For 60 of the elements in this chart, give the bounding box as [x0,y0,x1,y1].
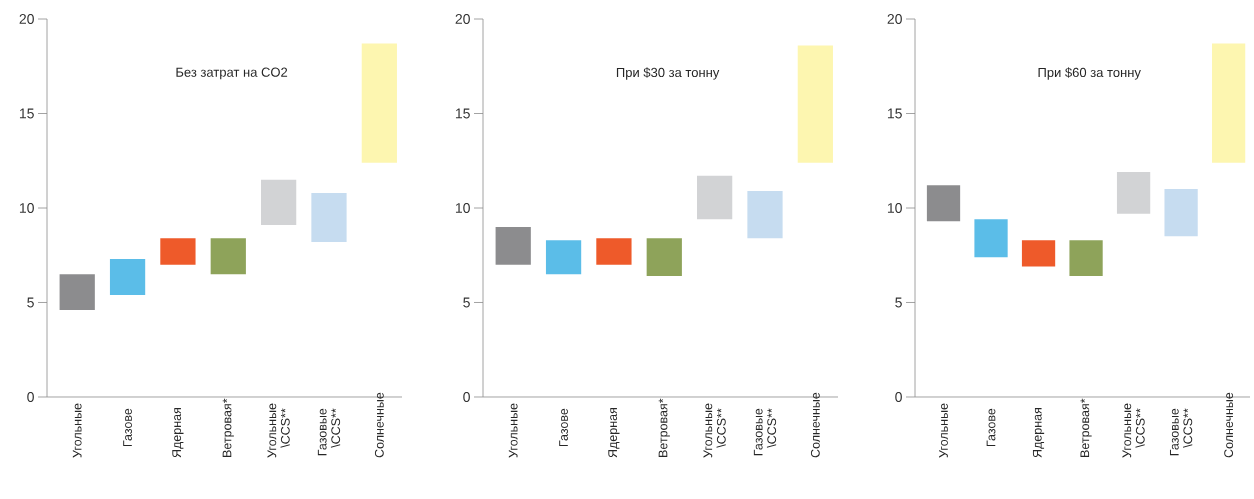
bar [210,238,246,275]
y-tick-label: 0 [895,392,902,402]
y-tick-label: 15 [455,108,470,119]
x-tick-label: Ветровая* [222,398,234,457]
bar [747,190,783,239]
y-tick-label: 10 [19,203,34,213]
bar [311,192,347,243]
bar [1211,43,1246,163]
x-tick-label: Газовые \CCS** [1169,408,1193,456]
y-tick-label: 15 [887,108,902,119]
bar [495,226,531,265]
x-tick-label: Угольные [939,403,948,458]
x-tick-label: Солнечные [1224,392,1234,458]
text: При $30 за тонну [616,67,720,80]
x-tick-label: Газове [986,408,996,447]
bar [1164,189,1198,237]
bar [926,185,961,222]
y-tick-label: 20 [455,14,470,24]
y-tick-label: 10 [455,203,470,213]
y-tick-label: 5 [463,297,470,308]
x-tick-label: Ветровая* [1080,398,1092,457]
x-tick-label: Солнечные [374,392,384,458]
bar [109,259,146,295]
bar [261,179,297,226]
y-tick-label: 0 [27,392,34,402]
bar [797,45,833,163]
x-tick-label: Газове [559,408,568,447]
x-tick-label: Угольные \CCS** [703,403,726,458]
bar [59,274,95,311]
y-tick-label: 10 [887,203,902,213]
y-tick-label: 5 [895,297,902,308]
bar [1069,240,1103,277]
x-tick-label: Ветровая* [658,398,670,457]
text: При $60 за тонну [1038,67,1141,80]
bar [361,43,397,163]
bar [545,240,582,275]
bar [1021,240,1056,267]
bar [160,238,196,265]
y-tick-label: 0 [463,392,470,402]
x-tick-label: Ядерная [1032,408,1045,458]
bar [974,219,1008,258]
y-tick-label: 15 [19,108,34,119]
text: Без затрат на CO2 [176,67,288,80]
x-tick-label: Ядерная [608,408,620,458]
y-tick-label: 20 [19,14,34,24]
bar [646,238,682,277]
bar [596,238,632,265]
y-tick-label: 20 [887,14,902,24]
bar [697,175,733,220]
x-tick-label: Газовые \CCS** [753,408,777,456]
x-tick-label: Угольные [508,403,518,458]
x-tick-label: Газовые \CCS** [317,408,341,456]
x-tick-label: Угольные \CCS** [1122,403,1145,458]
bar [1116,172,1151,214]
x-tick-label: Ядерная [172,408,184,458]
x-tick-label: Солнечные [810,392,820,458]
x-tick-label: Газове [123,408,132,447]
x-tick-label: Угольные [72,403,82,458]
x-tick-label: Угольные \CCS** [267,403,290,458]
y-tick-label: 5 [27,297,34,308]
